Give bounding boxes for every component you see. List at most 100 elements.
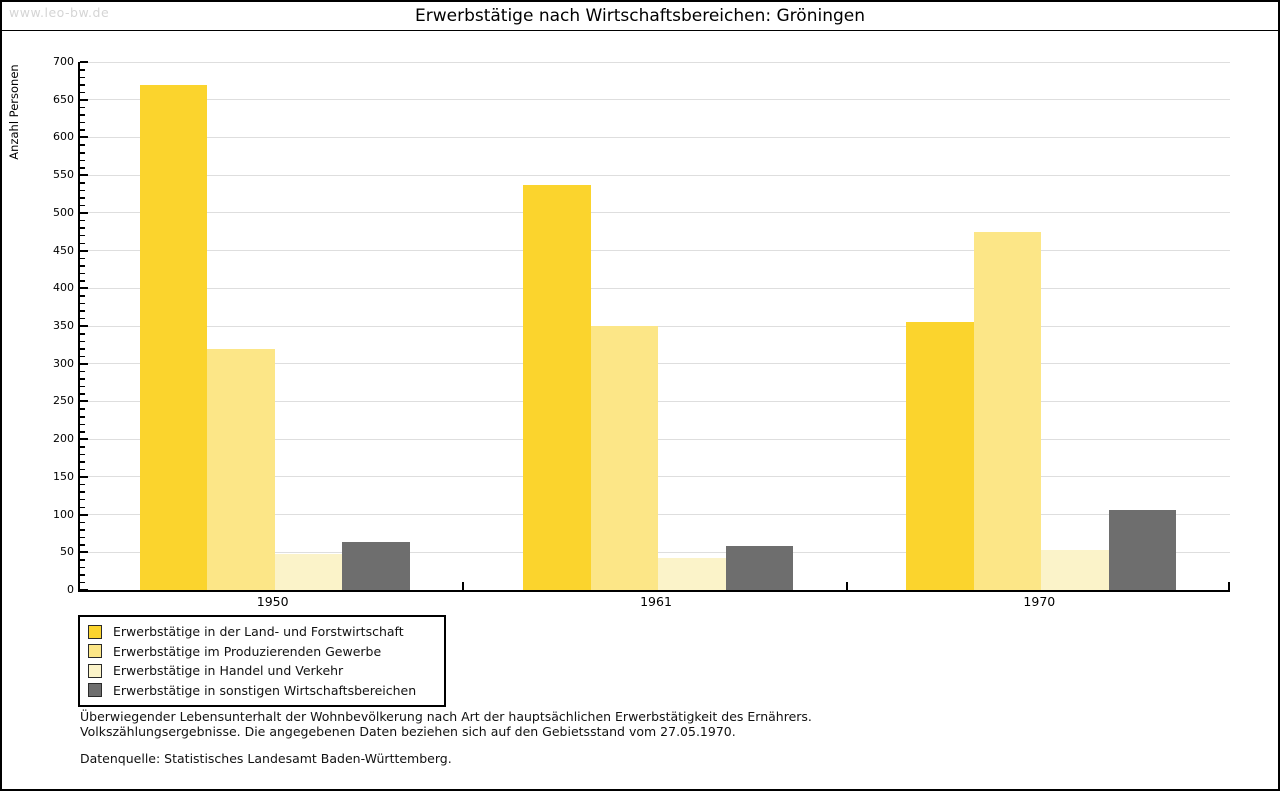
bar-1961-series3 [658,558,726,590]
gridline [80,250,1230,252]
y-tick-label: 250 [53,394,74,408]
y-minor-tick [80,340,85,343]
bar-1970-series2 [973,232,1042,590]
footnote-line-1: Überwiegender Lebensunterhalt der Wohnbe… [80,709,812,724]
y-minor-tick [80,272,85,275]
y-major-tick [80,475,88,478]
x-boundary-tick [462,582,465,590]
legend-label: Erwerbstätige in Handel und Verkehr [113,663,344,679]
y-minor-tick [80,483,85,486]
x-boundary-tick [845,582,848,590]
y-minor-tick [80,76,85,79]
y-minor-tick [80,189,85,192]
gridline [80,99,1230,101]
bar-1950-series4 [342,542,410,590]
y-tick-label: 700 [53,55,74,68]
bar-1950-series1 [139,85,208,590]
chart-title: Erwerbstätige nach Wirtschaftsbereichen:… [414,6,865,26]
y-minor-tick [80,566,85,569]
y-minor-tick [80,167,85,169]
y-tick-label: 500 [53,205,74,219]
y-tick-label: 400 [53,281,74,295]
bar-1950-series3 [274,554,343,590]
gridline [80,136,1230,138]
legend-item: Erwerbstätige in der Land- und Forstwirt… [88,622,436,642]
bar-1970-series4 [1108,510,1177,590]
y-major-tick [80,136,88,139]
watermark: www.leo-bw.de [9,5,110,20]
y-minor-tick [80,416,85,418]
y-minor-tick [80,302,85,305]
y-minor-tick [80,393,85,395]
y-minor-tick [80,431,85,433]
y-minor-tick [80,521,85,524]
y-major-tick [80,98,88,101]
legend-item: Erwerbstätige in Handel und Verkehr [88,661,436,681]
x-axis-label: 1970 [1023,594,1056,609]
gridline [80,212,1230,214]
y-minor-tick [80,91,85,94]
legend-swatch [88,644,102,659]
y-tick-label: 450 [53,243,74,257]
y-minor-tick [80,227,85,229]
y-tick-label: 550 [53,168,74,182]
y-minor-tick [80,159,85,162]
y-minor-tick [80,197,85,199]
y-minor-tick [80,453,85,456]
y-tick-label: 50 [60,545,74,559]
gridline [80,174,1230,176]
y-minor-tick [80,129,85,131]
legend-label: Erwerbstätige im Produzierenden Gewerbe [113,643,382,659]
y-minor-tick [80,106,85,109]
y-major-tick [80,174,88,177]
y-tick-label: 650 [53,92,74,106]
y-major-tick [80,513,88,516]
y-tick-label: 350 [53,319,74,332]
y-minor-tick [80,257,85,260]
y-minor-tick [80,152,85,154]
y-major-tick [80,287,88,290]
y-minor-tick [80,280,85,282]
y-minor-tick [80,333,85,335]
y-tick-label: 0 [67,583,74,596]
y-minor-tick [80,219,85,222]
y-minor-tick [80,69,85,71]
y-minor-tick [80,144,85,146]
y-major-tick [80,362,88,365]
y-tick-label: 600 [53,130,74,144]
y-major-tick [80,325,88,327]
gridline [80,287,1230,289]
y-major-tick [80,438,88,441]
plot-area: 0 50 100 150 200 250 300 350 400 450 500 550 600 650 7… [53,55,1230,596]
legend-label: Erwerbstätige in der Land- und Forstwirt… [113,624,404,640]
y-minor-tick [80,461,85,463]
footnote-line-2: Volkszählungsergebnisse. Die angegebenen… [80,723,736,739]
y-minor-tick [80,559,85,561]
legend-swatch [88,663,102,678]
y-minor-tick [80,491,85,493]
y-minor-tick [80,506,85,509]
bar-1961-series2 [590,326,658,590]
bar-1970-series3 [1041,550,1109,590]
legend: Erwerbstätige in der Land- und Forstwirt… [78,615,446,707]
y-minor-tick [80,182,85,184]
x-end-tick [1228,582,1230,590]
y-minor-tick [80,310,85,312]
y-minor-tick [80,385,85,388]
bar-1950-series2 [207,349,275,590]
data-source: Datenquelle: Statistisches Landesamt Bad… [80,751,452,766]
y-major-tick [80,61,88,63]
y-minor-tick [80,114,85,116]
legend-label: Erwerbstätige in sonstigen Wirtschaftsbe… [113,682,417,698]
y-major-tick [80,249,88,252]
title-separator [2,30,1278,31]
legend-item: Erwerbstätige im Produzierenden Gewerbe [88,642,436,662]
bar-1961-series4 [725,546,793,590]
y-minor-tick [80,355,85,358]
y-minor-tick [80,84,85,86]
y-minor-tick [80,121,85,124]
y-tick-label: 150 [53,469,74,483]
y-minor-tick [80,348,85,350]
bar-1961-series1 [523,185,591,590]
y-minor-tick [80,370,85,373]
